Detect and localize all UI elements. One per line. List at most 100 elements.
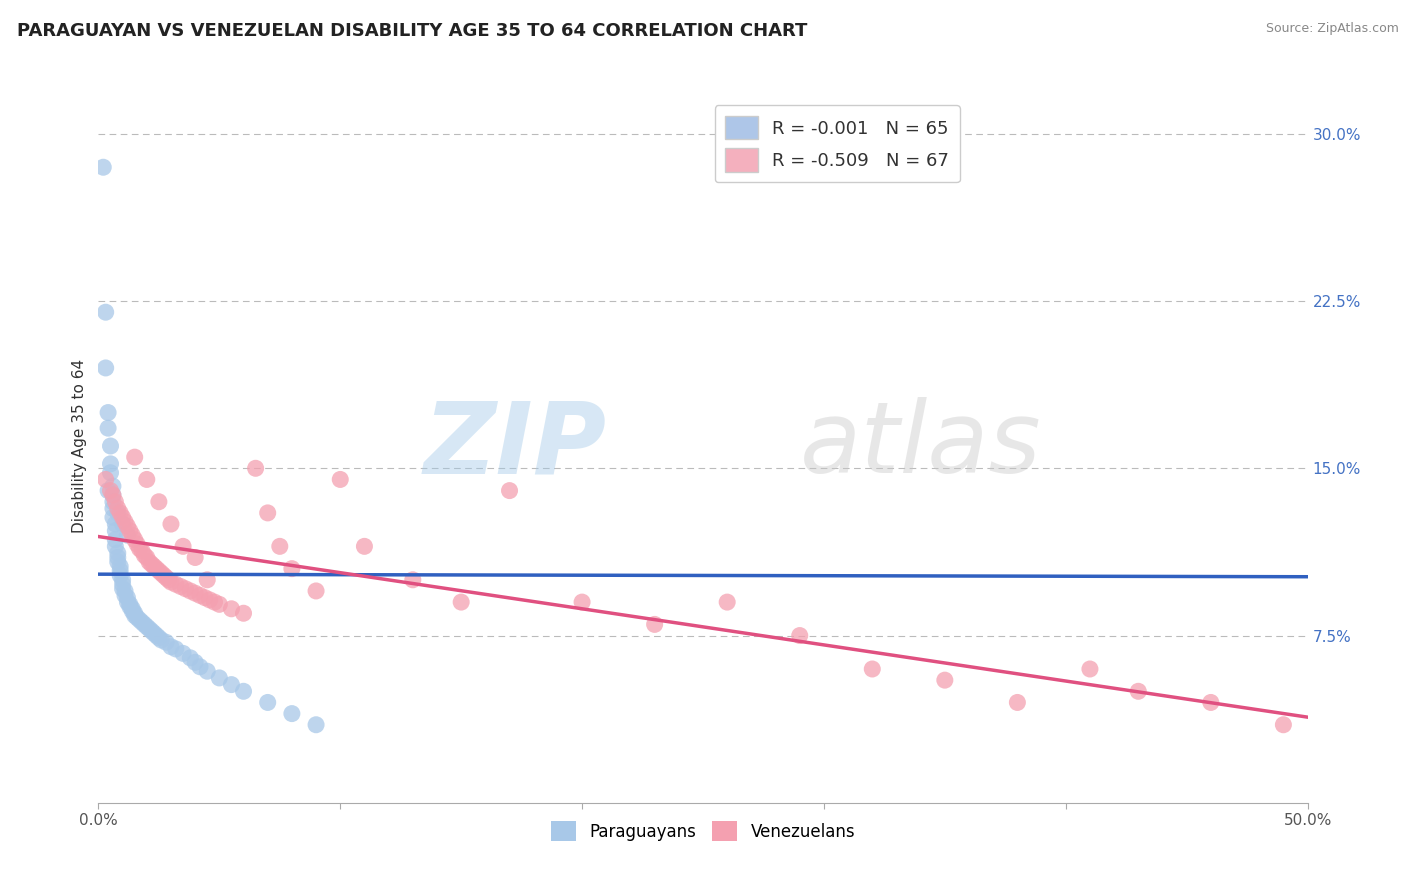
Point bbox=[131, 615, 153, 630]
Point bbox=[143, 626, 166, 640]
Point bbox=[101, 501, 124, 516]
Point bbox=[143, 559, 166, 574]
Point bbox=[128, 613, 150, 627]
Point bbox=[329, 473, 352, 487]
Point bbox=[118, 598, 141, 612]
Point bbox=[111, 577, 134, 591]
Point bbox=[124, 607, 146, 621]
Point bbox=[174, 582, 197, 596]
Point bbox=[208, 598, 231, 612]
Point bbox=[281, 706, 304, 721]
Point bbox=[111, 510, 134, 524]
Point bbox=[134, 617, 156, 632]
Point bbox=[157, 573, 180, 587]
Point bbox=[111, 582, 134, 596]
Point bbox=[1199, 696, 1222, 710]
Point bbox=[94, 473, 117, 487]
Point bbox=[114, 583, 136, 598]
Point bbox=[135, 619, 157, 633]
Point bbox=[131, 543, 153, 558]
Point bbox=[117, 519, 139, 533]
Point bbox=[169, 580, 191, 594]
Point bbox=[108, 568, 131, 582]
Point bbox=[100, 439, 122, 453]
Point bbox=[118, 524, 141, 538]
Point bbox=[184, 586, 207, 600]
Point bbox=[789, 628, 811, 642]
Point bbox=[195, 573, 218, 587]
Point bbox=[97, 483, 120, 498]
Point bbox=[256, 506, 278, 520]
Point bbox=[353, 539, 375, 553]
Point bbox=[108, 564, 131, 578]
Point bbox=[305, 717, 328, 731]
Point bbox=[160, 516, 183, 531]
Point bbox=[135, 473, 157, 487]
Point bbox=[245, 461, 267, 475]
Point bbox=[172, 539, 194, 553]
Text: ZIP: ZIP bbox=[423, 398, 606, 494]
Point bbox=[644, 617, 666, 632]
Point bbox=[179, 583, 201, 598]
Point bbox=[148, 494, 170, 508]
Point bbox=[107, 546, 129, 560]
Point bbox=[135, 550, 157, 565]
Point bbox=[114, 515, 136, 529]
Point bbox=[117, 595, 139, 609]
Point bbox=[114, 589, 136, 603]
Point bbox=[221, 602, 243, 616]
Point bbox=[204, 595, 226, 609]
Point bbox=[160, 574, 183, 589]
Text: atlas: atlas bbox=[800, 398, 1042, 494]
Point bbox=[141, 624, 163, 639]
Point bbox=[97, 421, 120, 435]
Point bbox=[148, 564, 170, 578]
Point bbox=[138, 555, 160, 569]
Point bbox=[121, 602, 143, 616]
Point bbox=[934, 673, 956, 687]
Point bbox=[195, 664, 218, 679]
Point bbox=[104, 539, 127, 553]
Point bbox=[100, 466, 122, 480]
Point bbox=[121, 604, 143, 618]
Point bbox=[104, 524, 127, 538]
Point bbox=[107, 506, 129, 520]
Point bbox=[127, 537, 149, 551]
Point bbox=[150, 566, 173, 581]
Point bbox=[1078, 662, 1101, 676]
Point bbox=[150, 633, 173, 648]
Point bbox=[104, 516, 127, 531]
Point bbox=[117, 528, 139, 542]
Point bbox=[232, 684, 254, 698]
Point bbox=[208, 671, 231, 685]
Point bbox=[108, 506, 131, 520]
Text: Source: ZipAtlas.com: Source: ZipAtlas.com bbox=[1265, 22, 1399, 36]
Point bbox=[107, 550, 129, 565]
Point bbox=[100, 457, 122, 471]
Point bbox=[198, 592, 221, 607]
Point bbox=[134, 548, 156, 563]
Point bbox=[179, 651, 201, 665]
Point bbox=[141, 557, 163, 572]
Point bbox=[145, 628, 167, 642]
Point bbox=[97, 405, 120, 419]
Point bbox=[256, 696, 278, 710]
Point bbox=[305, 583, 328, 598]
Point bbox=[101, 488, 124, 502]
Point bbox=[108, 559, 131, 574]
Point bbox=[188, 660, 211, 674]
Point bbox=[94, 360, 117, 375]
Point bbox=[138, 622, 160, 636]
Point bbox=[148, 631, 170, 645]
Point bbox=[152, 568, 174, 582]
Point bbox=[716, 595, 738, 609]
Point bbox=[111, 516, 134, 531]
Point bbox=[111, 573, 134, 587]
Point bbox=[402, 573, 425, 587]
Point bbox=[118, 599, 141, 614]
Point bbox=[232, 607, 254, 621]
Point bbox=[221, 678, 243, 692]
Y-axis label: Disability Age 35 to 64: Disability Age 35 to 64 bbox=[72, 359, 87, 533]
Point bbox=[117, 591, 139, 605]
Legend: Paraguayans, Venezuelans: Paraguayans, Venezuelans bbox=[544, 814, 862, 848]
